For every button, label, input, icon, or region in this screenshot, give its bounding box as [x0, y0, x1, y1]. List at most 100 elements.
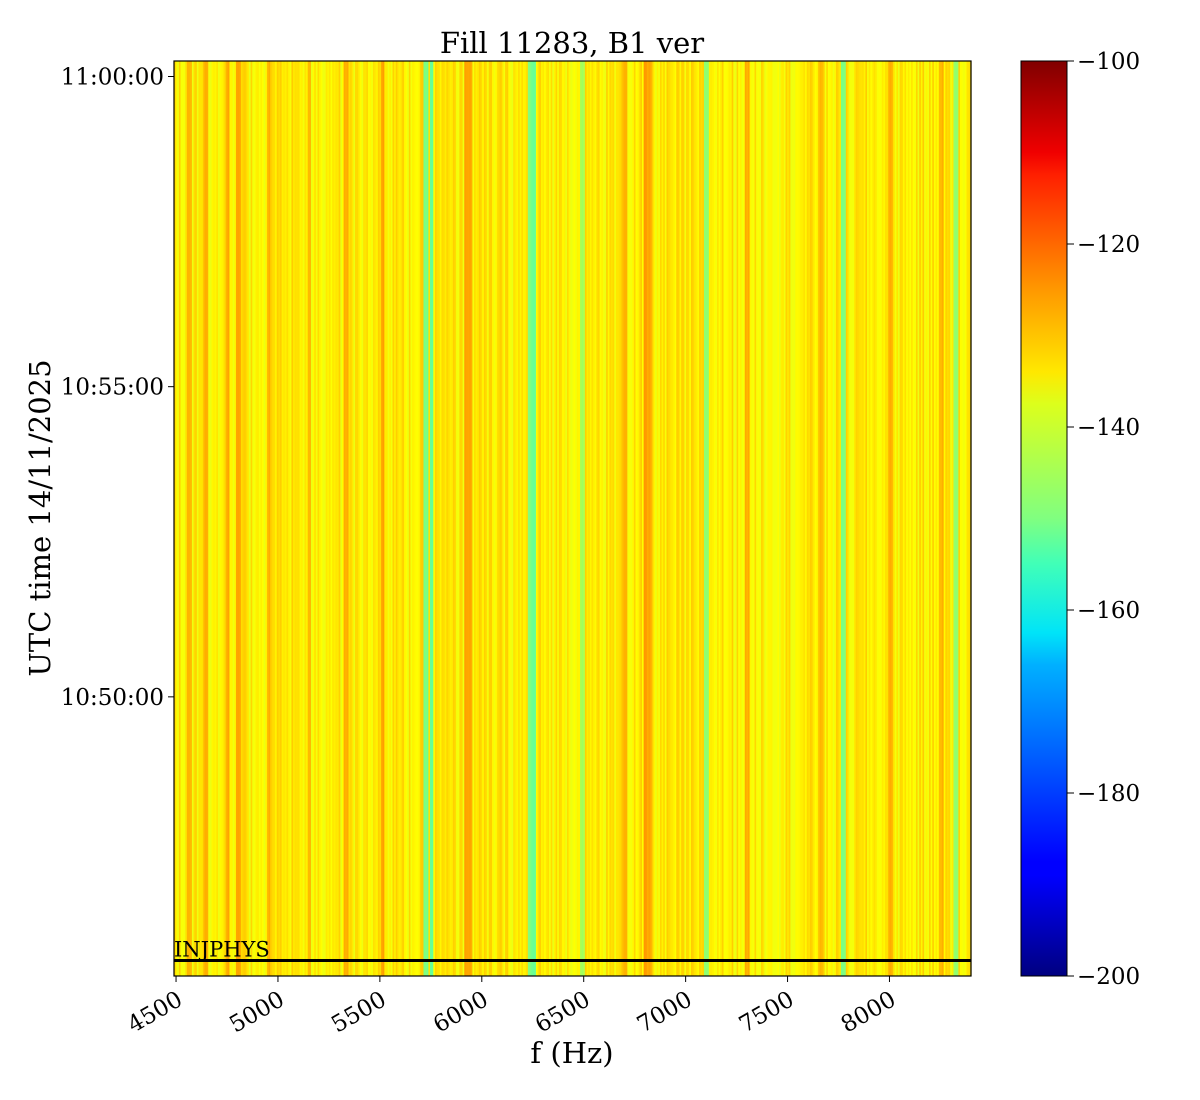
x-tick-label: 6500	[531, 987, 595, 1039]
heatmap-column	[819, 61, 822, 976]
colorbar-tick-label: −200	[1077, 964, 1140, 990]
heatmap-column	[686, 61, 689, 976]
heatmap-column	[782, 61, 785, 976]
heatmap-column	[669, 61, 672, 976]
heatmap-column	[920, 61, 924, 976]
heatmap-column	[891, 61, 894, 976]
x-tick-label: 5000	[225, 987, 289, 1039]
heatmap-column	[493, 61, 496, 976]
heatmap-column	[276, 61, 279, 976]
heatmap-column	[889, 61, 893, 976]
heatmap-column	[549, 61, 552, 976]
heatmap-column	[262, 61, 265, 976]
heatmap-column	[430, 61, 433, 976]
heatmap-column	[708, 61, 712, 976]
heatmap-column	[487, 61, 490, 976]
heatmap-column	[231, 61, 234, 976]
heatmap-column	[710, 61, 713, 976]
heatmap-column	[534, 61, 537, 976]
heatmap-column	[624, 61, 627, 976]
heatmap-column	[465, 61, 469, 976]
heatmap-column	[377, 61, 381, 976]
heatmap-column	[637, 61, 640, 976]
heatmap-column	[511, 61, 514, 976]
heatmap-column	[870, 61, 873, 976]
heatmap-column	[531, 61, 534, 976]
heatmap-column	[203, 61, 206, 976]
heatmap-column	[467, 61, 470, 976]
colorbar-tick-label: −160	[1077, 598, 1140, 624]
heatmap-column	[818, 61, 821, 976]
heatmap-column	[922, 61, 925, 976]
heatmap-column	[364, 61, 368, 976]
heatmap-column	[871, 61, 875, 976]
heatmap-column	[187, 61, 190, 976]
heatmap-column	[244, 61, 247, 976]
chart-title: Fill 11283, B1 ver	[440, 26, 704, 60]
heatmap-column	[659, 61, 663, 976]
heatmap-column	[645, 61, 648, 976]
heatmap-column	[881, 61, 884, 976]
heatmap-column	[402, 61, 405, 976]
y-axis-label: UTC time 14/11/2025	[23, 359, 57, 676]
heatmap-column	[628, 61, 632, 976]
heatmap-column	[687, 61, 690, 976]
heatmap-column	[325, 61, 328, 976]
heatmap-column	[775, 61, 778, 976]
heatmap-column	[266, 61, 270, 976]
heatmap-column	[664, 61, 668, 976]
heatmap-column	[482, 61, 485, 976]
heatmap-column	[840, 61, 844, 976]
heatmap-column	[501, 61, 504, 976]
heatmap-column	[883, 61, 886, 976]
heatmap-column	[327, 61, 330, 976]
heatmap-column	[359, 61, 363, 976]
heatmap-column	[777, 61, 780, 976]
heatmap-column	[801, 61, 805, 976]
heatmap-column	[580, 61, 583, 976]
heatmap-column	[346, 61, 350, 976]
heatmap-column	[878, 61, 881, 976]
heatmap-column	[599, 61, 602, 976]
heatmap-column	[245, 61, 248, 976]
heatmap-column	[408, 61, 412, 976]
heatmap-column	[351, 61, 354, 976]
heatmap-column	[676, 61, 679, 976]
heatmap-column	[444, 61, 447, 976]
heatmap-column	[200, 61, 203, 976]
heatmap-column	[301, 61, 304, 976]
heatmap-column	[721, 61, 725, 976]
heatmap-column	[478, 61, 482, 976]
y-axis: 10:50:00 10:55:00 11:00:00	[61, 65, 174, 711]
heatmap-column	[495, 61, 498, 976]
heatmap-column	[893, 61, 896, 976]
heatmap-column	[235, 61, 239, 976]
heatmap-column	[472, 61, 475, 976]
heatmap-column	[914, 61, 917, 976]
heatmap-column	[681, 61, 684, 976]
heatmap-column	[929, 61, 932, 976]
heatmap-column	[798, 61, 801, 976]
heatmap-column	[372, 61, 376, 976]
heatmap-column	[948, 61, 951, 976]
heatmap-column	[560, 61, 563, 976]
heatmap-column	[201, 61, 204, 976]
heatmap-column	[702, 61, 705, 976]
heatmap-column	[684, 61, 687, 976]
heatmap-column	[915, 61, 919, 976]
heatmap-column	[873, 61, 876, 976]
heatmap-column	[284, 61, 288, 976]
y-tick-label: 11:00:00	[61, 65, 164, 91]
heatmap-column	[844, 61, 847, 976]
heatmap-column	[293, 61, 296, 976]
heatmap-column	[904, 61, 907, 976]
heatmap-column	[222, 61, 226, 976]
heatmap-column	[193, 61, 196, 976]
heatmap-column	[752, 61, 756, 976]
heatmap-column	[180, 61, 183, 976]
heatmap-column	[671, 61, 674, 976]
heatmap-column	[829, 61, 832, 976]
heatmap-column	[462, 61, 465, 976]
heatmap-column	[700, 61, 703, 976]
heatmap-column	[689, 61, 692, 976]
